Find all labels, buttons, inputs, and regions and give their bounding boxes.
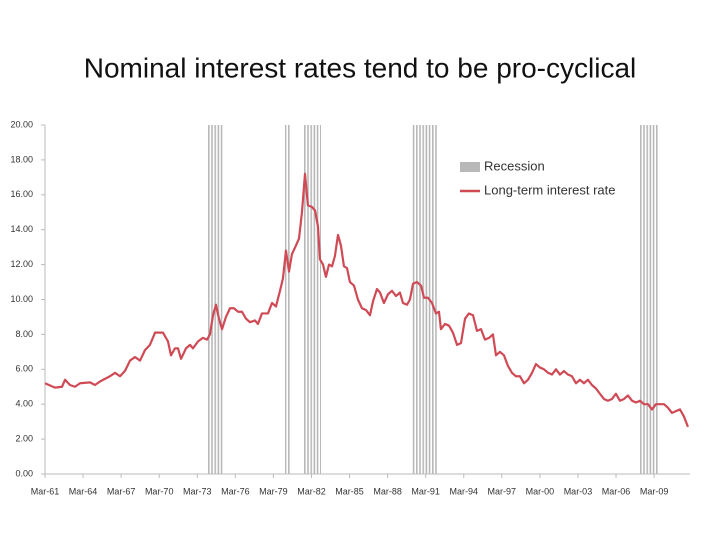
x-tick-label: Mar-85 bbox=[335, 486, 364, 496]
x-tick-label: Mar-00 bbox=[526, 486, 555, 496]
recession-band bbox=[639, 125, 659, 474]
chart-title: Nominal interest rates tend to be pro-cy… bbox=[84, 52, 636, 83]
y-tick-label: 16.00 bbox=[10, 189, 33, 199]
x-tick-label: Mar-94 bbox=[449, 486, 478, 496]
x-tick-label: Mar-09 bbox=[640, 486, 669, 496]
y-tick-label: 20.00 bbox=[10, 119, 33, 129]
x-tick-label: Mar-64 bbox=[69, 486, 98, 496]
y-tick-label: 10.00 bbox=[10, 294, 33, 304]
x-tick-label: Mar-06 bbox=[602, 486, 631, 496]
legend: Recession Long-term interest rate bbox=[460, 158, 616, 197]
legend-label: Recession bbox=[484, 158, 545, 173]
recession-band bbox=[284, 125, 291, 474]
axes: 0.00 2.00 4.00 6.00 8.00 10.00 12.00 14.00 16.00… bbox=[10, 119, 690, 496]
x-tick-label: Mar-70 bbox=[145, 486, 174, 496]
y-tick-label: 0.00 bbox=[15, 468, 33, 478]
recession-band bbox=[411, 125, 438, 474]
y-tick-label: 14.00 bbox=[10, 224, 33, 234]
y-tick-label: 12.00 bbox=[10, 259, 33, 269]
x-tick-label: Mar-67 bbox=[107, 486, 136, 496]
x-tick-label: Mar-79 bbox=[259, 486, 288, 496]
recession-bands bbox=[206, 125, 659, 474]
x-tick-label: Mar-97 bbox=[488, 486, 517, 496]
y-tick-label: 18.00 bbox=[10, 154, 33, 164]
recession-band bbox=[206, 125, 223, 474]
y-tick-label: 6.00 bbox=[15, 364, 33, 374]
plot bbox=[44, 172, 689, 428]
recession-band bbox=[303, 125, 321, 474]
legend-swatch bbox=[460, 162, 480, 172]
x-tick-label: Mar-73 bbox=[183, 486, 212, 496]
x-tick-label: Mar-76 bbox=[221, 486, 250, 496]
x-tick-label: Mar-88 bbox=[373, 486, 402, 496]
y-tick-label: 4.00 bbox=[15, 399, 33, 409]
x-tick-label: Mar-03 bbox=[564, 486, 593, 496]
y-tick-label: 8.00 bbox=[15, 329, 33, 339]
series-line bbox=[44, 172, 689, 428]
x-tick-label: Mar-82 bbox=[297, 486, 326, 496]
legend-label: Long-term interest rate bbox=[484, 182, 616, 197]
x-tick-label: Mar-61 bbox=[31, 486, 60, 496]
x-tick-label: Mar-91 bbox=[411, 486, 440, 496]
y-tick-label: 2.00 bbox=[15, 433, 33, 443]
